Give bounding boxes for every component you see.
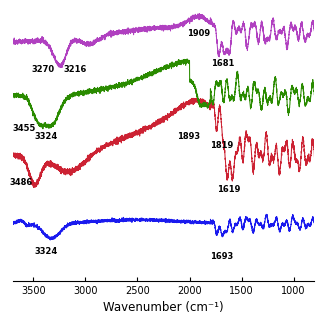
Text: 1693: 1693 [210, 252, 233, 261]
Text: 3324: 3324 [34, 132, 57, 141]
Text: 3216: 3216 [64, 65, 87, 74]
Text: 3270: 3270 [32, 65, 55, 74]
X-axis label: Wavenumber (cm⁻¹): Wavenumber (cm⁻¹) [103, 301, 224, 315]
Text: 3486: 3486 [9, 178, 32, 187]
Text: 1893: 1893 [177, 132, 200, 141]
Text: 1681: 1681 [211, 59, 235, 68]
Text: 3455: 3455 [12, 124, 36, 133]
Text: 1819: 1819 [210, 141, 234, 150]
Text: 1619: 1619 [218, 185, 241, 194]
Text: 1909: 1909 [188, 28, 211, 37]
Text: 3324: 3324 [34, 247, 57, 256]
